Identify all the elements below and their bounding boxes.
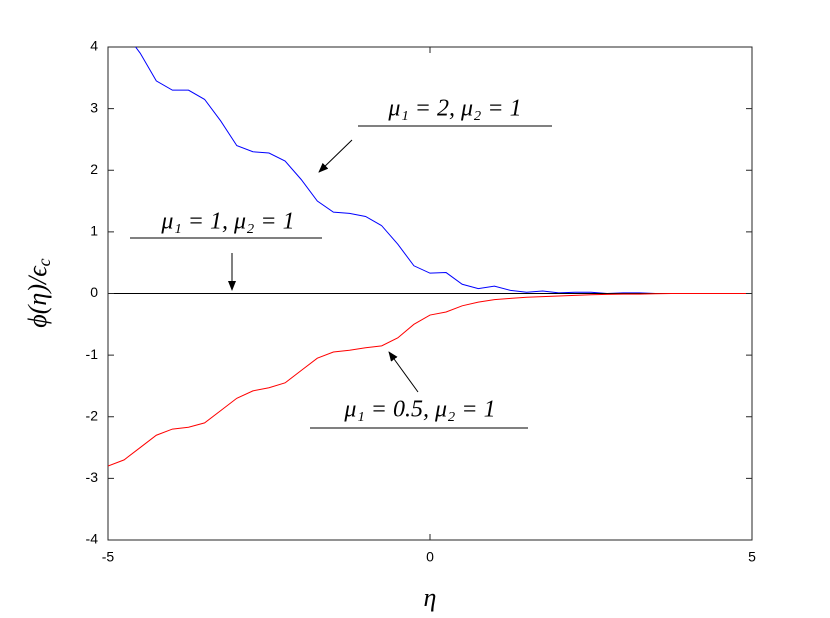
plot-area bbox=[108, 47, 752, 467]
y-axis-label: ϕ(η)/ϵc bbox=[23, 258, 54, 327]
y-axis-label-main: ϕ(η)/ϵ bbox=[23, 265, 52, 328]
x-tick-label: -5 bbox=[102, 549, 115, 565]
y-tick-label: 2 bbox=[90, 161, 98, 177]
y-tick-label: 0 bbox=[90, 284, 98, 300]
y-axis-label-sub: c bbox=[34, 258, 54, 266]
y-tick-label: -3 bbox=[86, 469, 99, 485]
annotation: μ₁ = 0.5, μ₂ = 1 bbox=[343, 397, 495, 423]
x-tick-label: 5 bbox=[748, 549, 756, 565]
y-tick-label: -4 bbox=[86, 531, 99, 547]
x-tick-label: 0 bbox=[426, 549, 434, 565]
annotation-arrow bbox=[318, 139, 353, 173]
y-tick-label: 3 bbox=[90, 99, 98, 115]
x-axis-label: η bbox=[424, 583, 437, 612]
y-tick-label: -2 bbox=[86, 407, 99, 423]
annotation-arrow bbox=[388, 351, 419, 393]
annotation: μ₁ = 2, μ₂ = 1 bbox=[387, 96, 521, 122]
y-tick-label: 4 bbox=[90, 38, 98, 54]
y-tick-label: -1 bbox=[86, 346, 99, 362]
annotation: μ₁ = 1, μ₂ = 1 bbox=[160, 209, 294, 235]
y-tick-label: 1 bbox=[90, 223, 98, 239]
line bbox=[108, 293, 752, 467]
